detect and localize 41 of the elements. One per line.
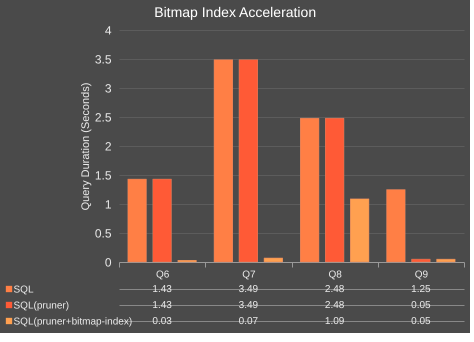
y-tick-label: 1 — [104, 198, 112, 212]
data-label: 0.07 — [238, 316, 259, 327]
data-label: 3.49 — [238, 284, 259, 295]
data-label: 2.48 — [324, 300, 345, 311]
data-label: 1.43 — [152, 300, 172, 311]
x-tick-label: Q7 — [242, 270, 256, 280]
legend-label: SQL — [14, 284, 34, 296]
chart-title: Bitmap Index Acceleration — [154, 4, 316, 20]
bar — [350, 198, 370, 262]
data-label: 0.05 — [411, 300, 432, 311]
x-tick-label: Q9 — [414, 270, 428, 280]
data-label: 3.49 — [238, 300, 259, 311]
bar — [152, 178, 172, 262]
bar — [238, 59, 258, 262]
data-label: 0.03 — [152, 316, 172, 327]
legend-label: SQL(pruner) — [14, 300, 70, 312]
bar — [325, 118, 344, 262]
y-axis-title: Query Duration (Seconds) — [80, 82, 92, 210]
y-tick-label: 2.5 — [94, 110, 112, 124]
bar — [386, 189, 406, 262]
bar — [264, 258, 283, 262]
x-tick-label: Q8 — [328, 270, 342, 280]
y-tick-label: 3 — [104, 82, 112, 96]
data-label: 2.48 — [324, 284, 345, 295]
bar — [300, 118, 320, 262]
bar — [436, 258, 456, 262]
data-label: 1.25 — [411, 284, 432, 295]
data-label: 0.05 — [411, 316, 432, 327]
y-tick-label: 4 — [104, 24, 112, 38]
data-label: 1.09 — [324, 316, 345, 327]
data-label: 1.43 — [152, 284, 172, 295]
y-tick-label: 0.5 — [94, 226, 112, 240]
y-tick-label: 2 — [104, 140, 112, 154]
bar — [128, 178, 147, 262]
x-tick-label: Q6 — [156, 270, 170, 280]
bar — [214, 59, 233, 262]
y-tick-label: 0 — [104, 256, 112, 270]
bar — [411, 258, 430, 262]
legend-label: SQL(pruner+bitmap-index) — [14, 316, 132, 328]
y-tick-label: 3.5 — [94, 52, 112, 66]
y-tick-label: 1.5 — [94, 168, 112, 182]
